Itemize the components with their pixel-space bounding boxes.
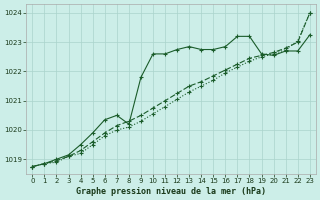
X-axis label: Graphe pression niveau de la mer (hPa): Graphe pression niveau de la mer (hPa)	[76, 187, 266, 196]
